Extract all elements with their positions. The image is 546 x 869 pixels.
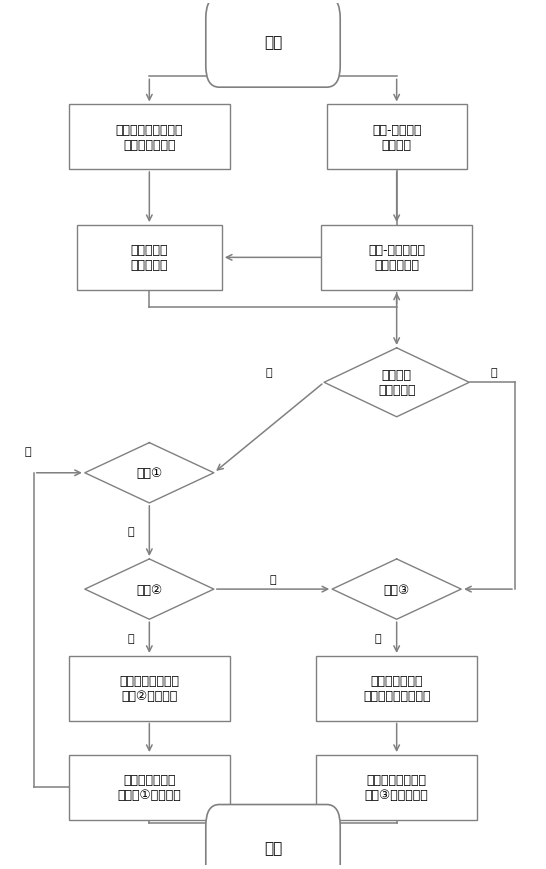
Text: 基于储能侧成本
的最小成本目标函数: 基于储能侧成本 的最小成本目标函数 [363, 674, 430, 702]
FancyBboxPatch shape [69, 755, 230, 819]
FancyBboxPatch shape [327, 105, 467, 169]
Text: 每日入网的
发电总出力: 每日入网的 发电总出力 [130, 244, 168, 272]
FancyBboxPatch shape [77, 226, 222, 290]
Text: 是: 是 [375, 633, 381, 643]
Text: 场景②: 场景② [136, 583, 163, 596]
FancyBboxPatch shape [206, 0, 340, 88]
Text: 否: 否 [490, 368, 497, 377]
Text: 是: 是 [25, 447, 31, 457]
Polygon shape [85, 443, 214, 503]
FancyBboxPatch shape [206, 805, 340, 869]
Text: 场景③: 场景③ [383, 583, 410, 596]
FancyBboxPatch shape [69, 105, 230, 169]
Text: 基于储能侧成本
的场景①调度方案: 基于储能侧成本 的场景①调度方案 [117, 773, 181, 801]
Text: 光热-水势储能
特性描述: 光热-水势储能 特性描述 [372, 123, 422, 151]
FancyBboxPatch shape [316, 656, 477, 720]
Text: 否: 否 [127, 527, 134, 536]
Text: 是: 是 [266, 368, 272, 377]
Polygon shape [324, 348, 469, 417]
Polygon shape [332, 560, 461, 620]
Text: 基于储能侧成本的
场景②调度方案: 基于储能侧成本的 场景②调度方案 [120, 674, 179, 702]
Text: 光热-水势储能侧
每日总体成本: 光热-水势储能侧 每日总体成本 [368, 244, 425, 272]
FancyBboxPatch shape [316, 755, 477, 819]
Text: 清洁能源分布式并网
发电的出力特征: 清洁能源分布式并网 发电的出力特征 [116, 123, 183, 151]
Text: 求解目标函数确定
场景③的调度方案: 求解目标函数确定 场景③的调度方案 [365, 773, 429, 801]
Text: 结束: 结束 [264, 840, 282, 855]
Text: 是: 是 [127, 633, 134, 643]
Text: 电网要求
储能侧出力: 电网要求 储能侧出力 [378, 368, 416, 397]
FancyBboxPatch shape [322, 226, 472, 290]
Text: 场景①: 场景① [136, 467, 163, 480]
FancyBboxPatch shape [69, 656, 230, 720]
Polygon shape [85, 560, 214, 620]
Text: 开始: 开始 [264, 36, 282, 50]
Text: 否: 否 [270, 574, 276, 584]
